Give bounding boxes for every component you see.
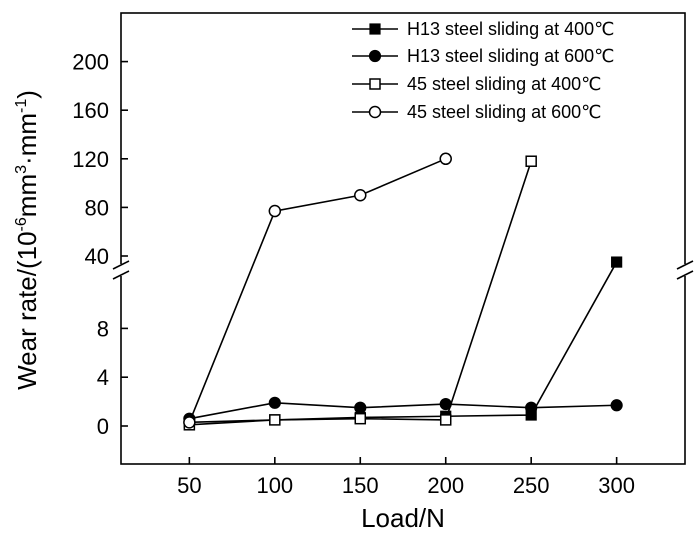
y-tick-labels: 0 4 8 40 80 120 160 200 [72,50,109,439]
series-2-point [439,397,452,411]
y-tick-label: 160 [72,98,109,123]
axis-ticks [121,60,618,464]
y-axis-title: Wear rate/(10-6mm3·mm-1) [12,90,42,390]
series-4-point [354,189,367,202]
y-tick-label: 8 [97,316,109,341]
x-tick-label: 300 [598,473,635,498]
legend-label-3: 45 steel sliding at 400℃ [407,74,601,94]
legend-marker-4 [368,105,382,119]
legend-marker-2 [368,49,382,63]
y-axis-title-mid: mm [12,174,42,217]
series-2-point [610,399,623,412]
series-2-point [268,396,281,409]
x-tick-label: 150 [342,473,379,498]
x-tick-label: 200 [427,473,464,498]
y-tick-label: 40 [85,244,109,269]
legend-marker-3 [369,78,381,90]
y-axis-title-sup1: -6 [13,217,30,231]
y-tick-label: 0 [97,414,109,439]
legend-label-4: 45 steel sliding at 600℃ [407,102,601,122]
x-tick-label: 100 [256,473,293,498]
y-tick-label: 200 [72,50,109,75]
legend-label-1: H13 steel sliding at 400℃ [407,19,614,39]
y-tick-label: 4 [97,365,109,390]
break-slash [676,260,694,270]
series-3-point [439,414,452,426]
series-1-point [611,256,623,268]
x-tick-label: 50 [177,473,201,498]
series-line-1 [189,261,618,424]
series-markers [183,152,623,431]
legend: H13 steel sliding at 400℃ H13 steel slidi… [352,19,614,122]
y-axis-title-sup2: 3 [13,165,30,174]
series-4-point [268,204,282,218]
series-3-point [269,414,281,426]
series-3-point [525,155,537,167]
series-lines [188,158,618,426]
legend-marker-1 [369,23,381,35]
axis-break-marks [112,260,694,280]
break-slash [112,270,130,280]
series-3-point [354,412,367,425]
series-2-point [354,401,367,414]
series-4-point [183,416,196,429]
y-axis-title-suffix: ) [12,90,42,99]
break-slash [676,270,694,280]
break-slash [112,260,130,270]
y-axis-title-mid2: ·mm [12,113,42,165]
plot-frame [120,12,686,465]
y-axis-title-prefix: Wear rate/(10 [12,231,42,389]
x-axis-title: Load/N [361,503,445,533]
series-2-point [525,401,538,414]
legend-label-2: H13 steel sliding at 600℃ [407,46,614,66]
series-4-point [439,152,452,166]
x-tick-labels: 50 100 150 200 250 300 [177,473,635,498]
y-axis-title-sup3: -1 [13,99,30,113]
series-line-4 [188,158,447,423]
y-tick-label: 80 [85,195,109,220]
y-tick-label: 120 [72,147,109,172]
series-line-2 [189,402,617,420]
x-tick-label: 250 [513,473,550,498]
